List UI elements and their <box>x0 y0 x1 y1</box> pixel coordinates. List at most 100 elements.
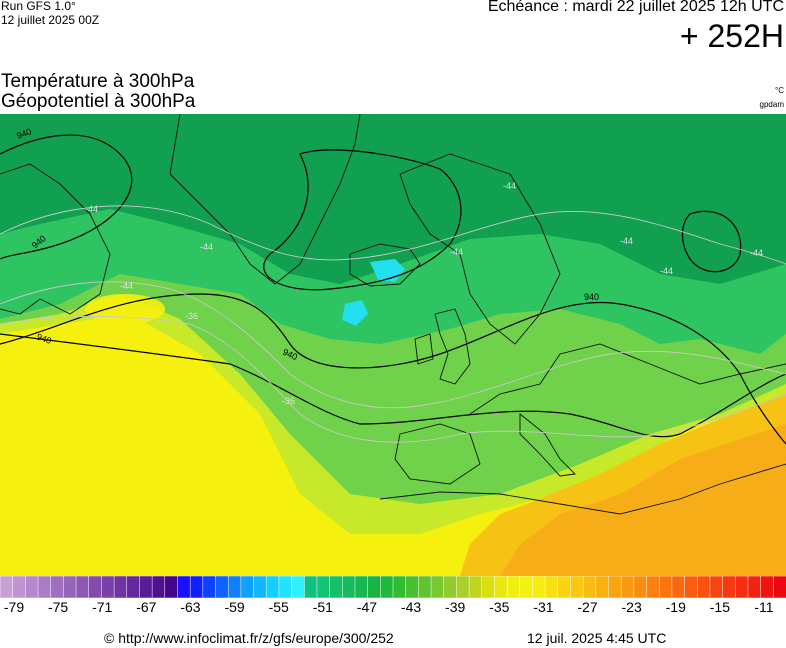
temp-label: -44 <box>750 248 763 258</box>
coastlines <box>0 114 786 515</box>
temp-label: -44 <box>85 204 98 214</box>
color-scale-cell <box>354 576 369 598</box>
temperature-labels: -44 -44 -44 -44 -44 -44 -44 -44 -36 -36 <box>85 181 763 406</box>
run-date: 12 juillet 2025 00Z <box>1 13 100 27</box>
color-scale-cell <box>671 576 686 598</box>
map-title-geopotential: Géopotentiel à 300hPa <box>1 91 196 112</box>
geo-label: 940 <box>35 331 53 346</box>
temp-label: -44 <box>620 236 633 246</box>
color-scale-cell <box>75 576 90 598</box>
color-scale-cell <box>722 576 736 598</box>
color-scale-cell <box>278 576 293 598</box>
generation-time: 12 juil. 2025 4:45 UTC <box>527 630 667 646</box>
color-scale-tick-label: -19 <box>665 599 686 615</box>
ireland-coast <box>414 333 434 365</box>
color-scale-cell <box>177 576 191 598</box>
color-scale-cell <box>139 576 153 598</box>
color-scale-cell <box>88 576 103 598</box>
iberia-coast <box>394 423 481 485</box>
contour-940-south <box>0 333 786 438</box>
contour-iceland-loop <box>263 149 462 291</box>
color-scale-cell <box>760 576 774 598</box>
geo-label: 940 <box>584 292 599 302</box>
color-scale-cell <box>265 576 280 598</box>
color-scale-tick-label: -35 <box>489 599 510 615</box>
map-title-temperature: Température à 300hPa <box>1 71 195 92</box>
color-scale-tick-label: -55 <box>268 599 289 615</box>
temp-label: -36 <box>185 311 198 321</box>
temp-label: -44 <box>200 242 213 252</box>
color-scale-cell <box>405 576 420 598</box>
color-scale-cell <box>532 576 546 598</box>
color-scale-tick-label: -11 <box>754 599 774 615</box>
color-scale-cell <box>684 576 698 598</box>
mediterranean-coast <box>379 463 786 515</box>
temp-label: -44 <box>660 266 673 276</box>
color-scale-tick-label: -67 <box>136 599 157 615</box>
italy-coast <box>519 413 576 477</box>
color-scale-cell <box>633 576 648 598</box>
color-scale-cell <box>113 576 128 598</box>
color-scale-cell <box>215 576 229 598</box>
contour-940-west <box>0 134 133 260</box>
color-scale-cell <box>25 576 39 598</box>
color-scale-cell <box>456 576 470 598</box>
temp-label: -36 <box>282 396 295 406</box>
color-scale-cell <box>12 576 27 598</box>
color-scale-cell <box>342 576 356 598</box>
color-scale-tick-label: -43 <box>400 599 422 615</box>
color-scale-cell <box>329 576 343 598</box>
color-scale-cell <box>392 576 407 598</box>
color-scale-cell <box>481 576 496 598</box>
color-scale-tick-label: -27 <box>577 599 598 615</box>
color-scale-cell <box>126 576 141 598</box>
canada-coast <box>0 163 111 315</box>
temp-label: -44 <box>503 181 516 191</box>
run-label: Run GFS 1.0° <box>1 0 76 13</box>
temperature-field-orange-2 <box>460 394 786 576</box>
geo-label: 940 <box>15 126 33 141</box>
color-scale-tick-label: -39 <box>445 599 466 615</box>
color-scale-cell <box>570 576 584 598</box>
color-scale-cell <box>735 576 749 598</box>
copyright-link[interactable]: © http://www.infoclimat.fr/z/gfs/europe/… <box>104 630 394 646</box>
color-scale-cell <box>0 576 14 598</box>
color-scale-cell <box>164 576 179 598</box>
color-scale-tick-label: -63 <box>180 599 201 615</box>
isotherm-36 <box>0 316 786 443</box>
iceland-coast <box>349 243 421 287</box>
color-scale-cell <box>37 576 52 598</box>
isotherm-44-south <box>0 281 786 409</box>
color-scale-cell <box>506 576 521 598</box>
color-scale-tick-label: -79 <box>3 599 25 615</box>
color-scale-cell <box>367 576 381 598</box>
color-scale-cell <box>50 576 65 598</box>
color-scale-cell <box>658 576 673 598</box>
color-scale-cell <box>291 576 305 598</box>
color-scale-cell <box>646 576 660 598</box>
color-scale-cell <box>202 576 217 598</box>
color-scale-cell <box>151 576 166 598</box>
color-scale-cell <box>304 576 318 598</box>
color-scale-cells <box>0 576 786 598</box>
color-scale-tick-label: -71 <box>92 599 113 615</box>
color-scale-cell <box>519 576 534 598</box>
weather-map: 940 940 940 940 940 -44 -44 -44 -44 -44 … <box>0 114 786 576</box>
color-scale-tick-label: -47 <box>356 599 378 615</box>
color-scale-cell <box>620 576 635 598</box>
color-scale-cell <box>430 576 445 598</box>
color-scale-cell <box>582 576 597 598</box>
color-scale-cell <box>240 576 255 598</box>
unit-temperature: °C <box>775 86 784 95</box>
color-scale-tick-label: -75 <box>47 599 69 615</box>
color-scale-tick-label: -23 <box>621 599 642 615</box>
scandinavia-coast <box>399 153 561 345</box>
color-scale-cell <box>494 576 508 598</box>
color-scale-cell <box>380 576 394 598</box>
color-scale-cell <box>747 576 762 598</box>
forecast-horizon: + 252H <box>679 18 784 54</box>
temp-label: -44 <box>450 247 463 257</box>
temperature-field-dark-green <box>0 114 786 284</box>
color-scale-cell <box>443 576 458 598</box>
color-scale <box>0 576 786 598</box>
